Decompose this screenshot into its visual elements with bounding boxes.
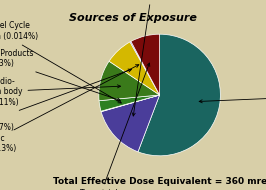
- Wedge shape: [138, 34, 221, 156]
- Wedge shape: [99, 95, 160, 111]
- Text: Terrestrial
28 mrem (8%): Terrestrial 28 mrem (8%): [72, 63, 150, 190]
- Text: Medical
53 mrem (15%): Medical 53 mrem (15%): [122, 0, 182, 116]
- Text: Total Effective Dose Equivalent = 360 mrem: Total Effective Dose Equivalent = 360 mr…: [53, 177, 266, 186]
- Text: Sources of Exposure: Sources of Exposure: [69, 13, 197, 23]
- Wedge shape: [99, 61, 160, 101]
- Wedge shape: [109, 42, 160, 95]
- Wedge shape: [131, 34, 160, 95]
- Wedge shape: [101, 95, 160, 112]
- Text: Inhaled Radon
200 mrem (55%): Inhaled Radon 200 mrem (55%): [199, 85, 266, 105]
- Text: Cosmogenic
1 mrem (0.3%): Cosmogenic 1 mrem (0.3%): [0, 65, 139, 153]
- Wedge shape: [130, 41, 160, 95]
- Text: Consumer Products
10 mrem (3%): Consumer Products 10 mrem (3%): [0, 49, 120, 101]
- Wedge shape: [101, 95, 160, 152]
- Text: Natural Radio-
Nuclides in body
39 mrem (11%): Natural Radio- Nuclides in body 39 mrem …: [0, 77, 120, 107]
- Text: Nuclear Fuel Cycle
0.05 mrem (0.014%): Nuclear Fuel Cycle 0.05 mrem (0.014%): [0, 21, 121, 103]
- Text: Cosmic
27 mrem (7%): Cosmic 27 mrem (7%): [0, 69, 131, 132]
